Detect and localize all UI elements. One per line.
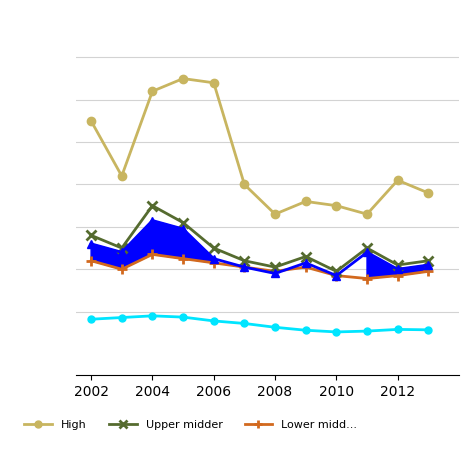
High [426, 190, 431, 196]
Lower midd... [364, 276, 370, 282]
Upper midder [426, 258, 431, 264]
High [150, 89, 155, 94]
Lower midd... [211, 260, 217, 266]
Lower midd... [119, 266, 125, 272]
Upper midder [211, 245, 217, 251]
Lower midd... [395, 273, 401, 278]
Lower midd... [180, 256, 186, 262]
Upper midder [242, 258, 247, 264]
High [395, 177, 401, 183]
Upper midder [180, 220, 186, 226]
Legend: High, Upper midder, Lower midd...: High, Upper midder, Lower midd... [20, 416, 362, 435]
Upper midder [119, 245, 125, 251]
High [303, 199, 309, 204]
High [364, 211, 370, 217]
Lower midd... [334, 273, 339, 278]
Upper midder [395, 262, 401, 268]
Line: Upper midder: Upper midder [86, 201, 433, 276]
Line: Lower midd...: Lower midd... [86, 249, 433, 283]
Lower midd... [303, 264, 309, 270]
Lower midd... [426, 268, 431, 274]
Upper midder [272, 264, 278, 270]
Lower midd... [150, 252, 155, 257]
Lower midd... [272, 268, 278, 274]
Lower midd... [88, 258, 94, 264]
Upper midder [334, 268, 339, 274]
High [272, 211, 278, 217]
High [180, 76, 186, 82]
High [119, 173, 125, 179]
Lower midd... [242, 264, 247, 270]
High [242, 182, 247, 187]
Upper midder [303, 254, 309, 259]
Upper midder [364, 245, 370, 251]
High [211, 80, 217, 86]
Upper midder [150, 203, 155, 209]
Upper midder [88, 232, 94, 238]
Line: High: High [87, 74, 432, 219]
High [88, 118, 94, 124]
High [334, 203, 339, 209]
